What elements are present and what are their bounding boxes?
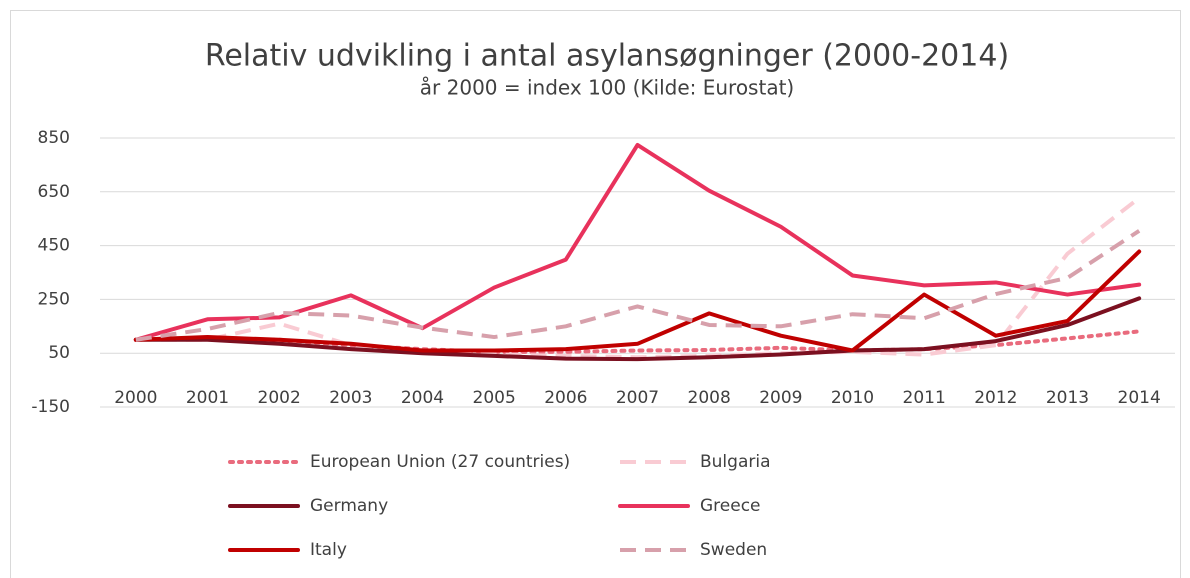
x-tick-label: 2008 [688, 388, 731, 408]
legend-label: Bulgaria [700, 452, 771, 472]
y-tick-label: -150 [31, 397, 70, 417]
x-tick-label: 2006 [544, 388, 587, 408]
y-tick-label: 650 [38, 182, 70, 202]
legend-label: Italy [310, 540, 347, 560]
x-tick-label: 2011 [903, 388, 946, 408]
x-tick-label: 2013 [1046, 388, 1089, 408]
series-line [133, 296, 1142, 362]
legend-label: Germany [310, 496, 388, 516]
x-tick-label: 2001 [186, 388, 229, 408]
x-tick-label: 2007 [616, 388, 659, 408]
chart-title: Relativ udvikling i antal asylansøgninge… [205, 39, 1009, 74]
legend-label: Sweden [700, 540, 767, 560]
legend-label: Greece [700, 496, 761, 516]
chart-subtitle: år 2000 = index 100 (Kilde: Eurostat) [420, 76, 794, 100]
x-tick-label: 2012 [974, 388, 1017, 408]
x-tick-label: 2014 [1118, 388, 1161, 408]
x-tick-label: 2010 [831, 388, 874, 408]
x-tick-label: 2004 [401, 388, 444, 408]
x-tick-label: 2005 [473, 388, 516, 408]
x-tick-label: 2003 [329, 388, 372, 408]
y-tick-label: 850 [38, 128, 70, 148]
chart-frame [10, 10, 1181, 578]
series-line [135, 229, 1141, 342]
series-line [133, 329, 1142, 354]
y-tick-label: 250 [38, 289, 70, 309]
x-tick-label: 2002 [258, 388, 301, 408]
y-tick-label: 50 [48, 343, 70, 363]
series-line [133, 142, 1142, 342]
series-line [133, 249, 1142, 353]
legend-label: European Union (27 countries) [310, 452, 570, 472]
y-tick-label: 450 [38, 236, 70, 256]
x-tick-label: 2000 [114, 388, 157, 408]
x-tick-label: 2009 [759, 388, 802, 408]
